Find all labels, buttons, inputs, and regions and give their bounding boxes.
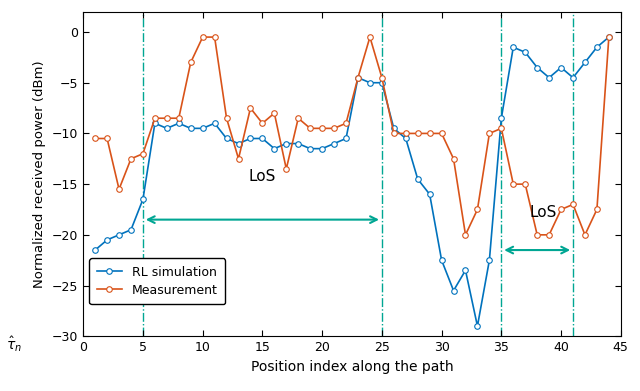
- Measurement: [402, 131, 410, 136]
- RL simulation: [282, 141, 290, 146]
- RL simulation: [390, 126, 397, 131]
- RL simulation: [522, 50, 529, 55]
- Measurement: [593, 207, 601, 212]
- RL simulation: [175, 121, 182, 126]
- RL simulation: [307, 146, 314, 151]
- RL simulation: [211, 121, 218, 126]
- Measurement: [378, 75, 386, 80]
- Measurement: [426, 131, 433, 136]
- RL simulation: [366, 81, 374, 85]
- Measurement: [581, 233, 589, 237]
- RL simulation: [163, 126, 171, 131]
- RL simulation: [151, 121, 159, 126]
- Measurement: [246, 106, 254, 110]
- RL simulation: [438, 258, 445, 262]
- RL simulation: [115, 233, 123, 237]
- Legend: RL simulation, Measurement: RL simulation, Measurement: [90, 258, 225, 304]
- RL simulation: [402, 136, 410, 141]
- RL simulation: [127, 228, 135, 232]
- Measurement: [497, 126, 505, 131]
- RL simulation: [461, 268, 469, 273]
- RL simulation: [342, 136, 350, 141]
- Measurement: [282, 167, 290, 171]
- Measurement: [354, 75, 362, 80]
- RL simulation: [605, 35, 612, 39]
- Measurement: [533, 233, 541, 237]
- RL simulation: [246, 136, 254, 141]
- Measurement: [522, 182, 529, 187]
- RL simulation: [318, 146, 326, 151]
- Measurement: [187, 60, 195, 65]
- Measurement: [115, 187, 123, 192]
- Text: $\hat{\tau}_n$: $\hat{\tau}_n$: [6, 334, 22, 354]
- Text: LoS: LoS: [529, 204, 557, 220]
- RL simulation: [474, 324, 481, 328]
- Line: RL simulation: RL simulation: [92, 34, 612, 329]
- X-axis label: Position index along the path: Position index along the path: [251, 360, 453, 374]
- Line: Measurement: Measurement: [92, 34, 612, 238]
- Measurement: [569, 202, 577, 207]
- RL simulation: [557, 65, 565, 70]
- Measurement: [450, 156, 458, 161]
- Measurement: [307, 126, 314, 131]
- RL simulation: [593, 45, 601, 50]
- Measurement: [330, 126, 338, 131]
- Measurement: [474, 207, 481, 212]
- Measurement: [199, 35, 207, 39]
- RL simulation: [354, 75, 362, 80]
- Measurement: [414, 131, 422, 136]
- RL simulation: [509, 45, 517, 50]
- RL simulation: [235, 141, 243, 146]
- RL simulation: [271, 146, 278, 151]
- Measurement: [175, 116, 182, 120]
- Measurement: [390, 131, 397, 136]
- RL simulation: [139, 197, 147, 202]
- RL simulation: [223, 136, 230, 141]
- RL simulation: [450, 288, 458, 293]
- Measurement: [438, 131, 445, 136]
- RL simulation: [187, 126, 195, 131]
- Y-axis label: Normalized received power (dBm): Normalized received power (dBm): [33, 60, 47, 288]
- Measurement: [127, 156, 135, 161]
- RL simulation: [497, 116, 505, 120]
- Measurement: [486, 131, 493, 136]
- RL simulation: [92, 248, 99, 253]
- Measurement: [545, 233, 553, 237]
- Measurement: [557, 207, 565, 212]
- Measurement: [318, 126, 326, 131]
- Measurement: [211, 35, 218, 39]
- RL simulation: [378, 81, 386, 85]
- Measurement: [151, 116, 159, 120]
- RL simulation: [533, 65, 541, 70]
- RL simulation: [414, 177, 422, 181]
- RL simulation: [259, 136, 266, 141]
- Measurement: [103, 136, 111, 141]
- RL simulation: [569, 75, 577, 80]
- Measurement: [259, 121, 266, 126]
- Measurement: [235, 156, 243, 161]
- RL simulation: [199, 126, 207, 131]
- RL simulation: [486, 258, 493, 262]
- RL simulation: [426, 192, 433, 197]
- RL simulation: [581, 60, 589, 65]
- Measurement: [223, 116, 230, 120]
- Measurement: [294, 116, 302, 120]
- Text: LoS: LoS: [249, 169, 276, 184]
- Measurement: [163, 116, 171, 120]
- Measurement: [92, 136, 99, 141]
- RL simulation: [545, 75, 553, 80]
- RL simulation: [294, 141, 302, 146]
- Measurement: [271, 111, 278, 115]
- RL simulation: [330, 141, 338, 146]
- RL simulation: [103, 238, 111, 242]
- Measurement: [139, 151, 147, 156]
- Measurement: [461, 233, 469, 237]
- Measurement: [605, 35, 612, 39]
- Measurement: [509, 182, 517, 187]
- Measurement: [342, 121, 350, 126]
- Measurement: [366, 35, 374, 39]
